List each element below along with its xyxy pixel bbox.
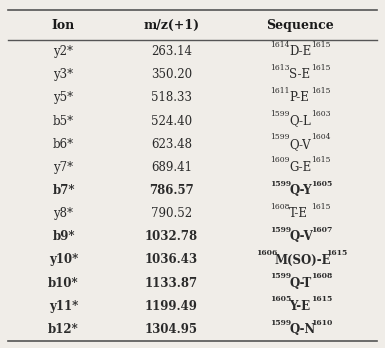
Text: 1609: 1609	[270, 157, 290, 164]
Text: Sequence: Sequence	[266, 19, 334, 32]
Text: 1603: 1603	[311, 110, 331, 118]
Text: 524.40: 524.40	[151, 114, 192, 128]
Text: 263.14: 263.14	[151, 45, 192, 58]
Text: T-E: T-E	[289, 207, 308, 220]
Text: 1607: 1607	[311, 226, 333, 234]
Text: 350.20: 350.20	[151, 68, 192, 81]
Text: Ion: Ion	[52, 19, 75, 32]
Text: 1599: 1599	[270, 110, 290, 118]
Text: 1615: 1615	[311, 157, 331, 164]
Text: Q-T: Q-T	[289, 277, 311, 290]
Text: 1304.95: 1304.95	[145, 323, 198, 336]
Text: 623.48: 623.48	[151, 138, 192, 151]
Text: P-E: P-E	[289, 92, 309, 104]
Text: 1608: 1608	[270, 203, 290, 211]
Text: 1611: 1611	[270, 87, 290, 95]
Text: 786.57: 786.57	[149, 184, 194, 197]
Text: Y-E: Y-E	[289, 300, 310, 313]
Text: 1599: 1599	[270, 133, 290, 141]
Text: 1615: 1615	[311, 295, 333, 303]
Text: 1615: 1615	[311, 203, 331, 211]
Text: 1032.78: 1032.78	[145, 230, 198, 243]
Text: Q-L: Q-L	[289, 114, 311, 128]
Text: 1133.87: 1133.87	[145, 277, 198, 290]
Text: 1036.43: 1036.43	[145, 253, 198, 267]
Text: 1605: 1605	[311, 180, 333, 188]
Text: 790.52: 790.52	[151, 207, 192, 220]
Text: 1604: 1604	[311, 133, 331, 141]
Text: 1615: 1615	[326, 249, 347, 257]
Text: 1614: 1614	[270, 41, 290, 49]
Text: y3*: y3*	[54, 68, 74, 81]
Text: y5*: y5*	[54, 92, 74, 104]
Text: Q-V: Q-V	[289, 230, 313, 243]
Text: b9*: b9*	[52, 230, 75, 243]
Text: b5*: b5*	[53, 114, 74, 128]
Text: G-E: G-E	[289, 161, 311, 174]
Text: y2*: y2*	[54, 45, 74, 58]
Text: 689.41: 689.41	[151, 161, 192, 174]
Text: Q-V: Q-V	[289, 138, 311, 151]
Text: b12*: b12*	[48, 323, 79, 336]
Text: 1599: 1599	[270, 272, 291, 280]
Text: 1615: 1615	[311, 87, 331, 95]
Text: S-E: S-E	[289, 68, 310, 81]
Text: 1606: 1606	[256, 249, 277, 257]
Text: y8*: y8*	[54, 207, 74, 220]
Text: y11*: y11*	[49, 300, 78, 313]
Text: M(SO)-E: M(SO)-E	[275, 253, 331, 267]
Text: 1599: 1599	[270, 226, 291, 234]
Text: 1608: 1608	[311, 272, 333, 280]
Text: y7*: y7*	[54, 161, 74, 174]
Text: D-E: D-E	[289, 45, 311, 58]
Text: b10*: b10*	[48, 277, 79, 290]
Text: b6*: b6*	[53, 138, 74, 151]
Text: 1599: 1599	[270, 318, 291, 326]
Text: m/z(+1): m/z(+1)	[143, 19, 199, 32]
Text: 518.33: 518.33	[151, 92, 192, 104]
Text: 1599: 1599	[270, 180, 291, 188]
Text: 1613: 1613	[270, 64, 290, 72]
Text: b7*: b7*	[52, 184, 75, 197]
Text: 1199.49: 1199.49	[145, 300, 198, 313]
Text: 1605: 1605	[270, 295, 291, 303]
Text: 1610: 1610	[311, 318, 333, 326]
Text: Q-N: Q-N	[289, 323, 316, 336]
Text: y10*: y10*	[49, 253, 78, 267]
Text: 1615: 1615	[311, 64, 331, 72]
Text: 1615: 1615	[311, 41, 331, 49]
Text: Q-Y: Q-Y	[289, 184, 312, 197]
